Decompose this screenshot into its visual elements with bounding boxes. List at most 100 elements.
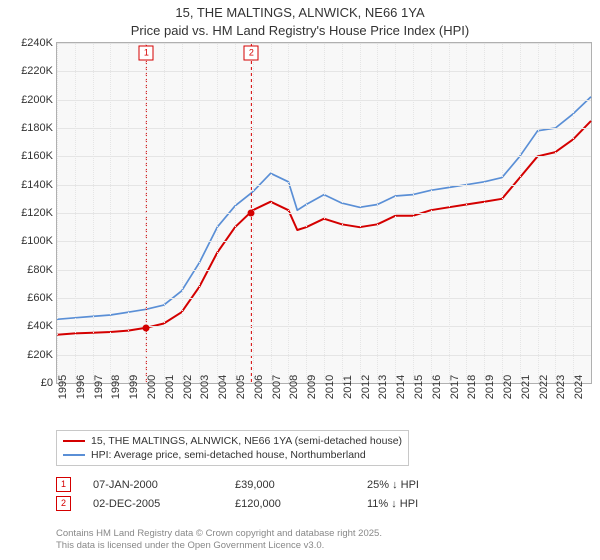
title-line-1: 15, THE MALTINGS, ALNWICK, NE66 1YA (0, 4, 600, 22)
transaction-date: 02-DEC-2005 (93, 498, 213, 510)
y-tick-label: £240K (21, 37, 53, 49)
x-tick-label: 2008 (288, 375, 300, 399)
gridline-vertical (235, 43, 236, 383)
chart-container: { "title": { "line1": "15, THE MALTINGS,… (0, 0, 600, 560)
y-tick-label: £120K (21, 207, 53, 219)
gridline-vertical (110, 43, 111, 383)
legend-row: 15, THE MALTINGS, ALNWICK, NE66 1YA (sem… (63, 434, 402, 448)
x-tick-label: 2000 (146, 375, 158, 399)
x-tick-label: 2005 (235, 375, 247, 399)
transaction-date: 07-JAN-2000 (93, 479, 213, 491)
y-tick-label: £60K (27, 292, 53, 304)
marker-box: 2 (244, 46, 259, 61)
x-tick-label: 2024 (573, 375, 585, 399)
legend-row: HPI: Average price, semi-detached house,… (63, 448, 402, 462)
gridline-vertical (538, 43, 539, 383)
y-tick-label: £0 (41, 377, 53, 389)
legend-label: HPI: Average price, semi-detached house,… (91, 449, 366, 461)
marker-dot (143, 324, 150, 331)
legend-swatch (63, 440, 85, 442)
x-tick-label: 2015 (413, 375, 425, 399)
x-tick-label: 2006 (253, 375, 265, 399)
attribution-line-1: Contains HM Land Registry data © Crown c… (56, 528, 382, 540)
x-tick-label: 1997 (93, 375, 105, 399)
x-tick-label: 2002 (182, 375, 194, 399)
chart-title: 15, THE MALTINGS, ALNWICK, NE66 1YA Pric… (0, 0, 600, 39)
y-tick-label: £80K (27, 264, 53, 276)
x-tick-label: 2001 (164, 375, 176, 399)
transaction-delta: 11% ↓ HPI (367, 498, 418, 510)
gridline-vertical (146, 43, 147, 383)
gridline-vertical (431, 43, 432, 383)
gridline-vertical (324, 43, 325, 383)
gridline-vertical (484, 43, 485, 383)
gridline-vertical (502, 43, 503, 383)
gridline-vertical (520, 43, 521, 383)
x-tick-label: 1995 (57, 375, 69, 399)
attribution-line-2: This data is licensed under the Open Gov… (56, 540, 382, 552)
gridline-vertical (93, 43, 94, 383)
gridline-vertical (360, 43, 361, 383)
gridline-vertical (75, 43, 76, 383)
y-tick-label: £160K (21, 150, 53, 162)
gridline-vertical (342, 43, 343, 383)
title-line-2: Price paid vs. HM Land Registry's House … (0, 22, 600, 40)
gridline-vertical (466, 43, 467, 383)
x-tick-label: 2004 (217, 375, 229, 399)
gridline-vertical (573, 43, 574, 383)
x-tick-label: 2003 (199, 375, 211, 399)
transaction-marker: 2 (56, 496, 71, 511)
transaction-price: £120,000 (235, 498, 345, 510)
legend-swatch (63, 454, 85, 456)
y-tick-label: £40K (27, 320, 53, 332)
gridline-vertical (271, 43, 272, 383)
x-tick-label: 2016 (431, 375, 443, 399)
marker-dot (248, 210, 255, 217)
x-tick-label: 1999 (128, 375, 140, 399)
y-tick-label: £140K (21, 179, 53, 191)
transaction-marker: 1 (56, 477, 71, 492)
x-tick-label: 2013 (377, 375, 389, 399)
transactions-table: 1 07-JAN-2000 £39,000 25% ↓ HPI 2 02-DEC-2005… (56, 475, 419, 513)
gridline-vertical (555, 43, 556, 383)
gridline-vertical (57, 43, 58, 383)
gridline-vertical (199, 43, 200, 383)
y-tick-label: £220K (21, 65, 53, 77)
transaction-delta: 25% ↓ HPI (367, 479, 419, 491)
x-tick-label: 2010 (324, 375, 336, 399)
y-tick-label: £100K (21, 235, 53, 247)
gridline-vertical (449, 43, 450, 383)
gridline-vertical (217, 43, 218, 383)
transaction-row: 1 07-JAN-2000 £39,000 25% ↓ HPI (56, 475, 419, 494)
x-tick-label: 2009 (306, 375, 318, 399)
x-tick-label: 2018 (466, 375, 478, 399)
x-tick-label: 1996 (75, 375, 87, 399)
y-tick-label: £180K (21, 122, 53, 134)
x-tick-label: 2012 (360, 375, 372, 399)
gridline-vertical (164, 43, 165, 383)
y-tick-label: £200K (21, 94, 53, 106)
legend: 15, THE MALTINGS, ALNWICK, NE66 1YA (sem… (56, 430, 409, 466)
x-tick-label: 1998 (110, 375, 122, 399)
x-tick-label: 2020 (502, 375, 514, 399)
x-tick-label: 2019 (484, 375, 496, 399)
plot-area: £0£20K£40K£60K£80K£100K£120K£140K£160K£1… (56, 42, 592, 384)
attribution-text: Contains HM Land Registry data © Crown c… (56, 528, 382, 552)
x-tick-label: 2023 (555, 375, 567, 399)
x-tick-label: 2021 (520, 375, 532, 399)
transaction-price: £39,000 (235, 479, 345, 491)
gridline-vertical (395, 43, 396, 383)
gridline-vertical (413, 43, 414, 383)
gridline-vertical (288, 43, 289, 383)
gridline-vertical (182, 43, 183, 383)
transaction-row: 2 02-DEC-2005 £120,000 11% ↓ HPI (56, 494, 419, 513)
y-tick-label: £20K (27, 349, 53, 361)
gridline-vertical (128, 43, 129, 383)
legend-label: 15, THE MALTINGS, ALNWICK, NE66 1YA (sem… (91, 435, 402, 447)
marker-box: 1 (139, 46, 154, 61)
x-tick-label: 2022 (538, 375, 550, 399)
x-tick-label: 2007 (271, 375, 283, 399)
x-tick-label: 2017 (449, 375, 461, 399)
x-tick-label: 2011 (342, 375, 354, 399)
gridline-vertical (306, 43, 307, 383)
